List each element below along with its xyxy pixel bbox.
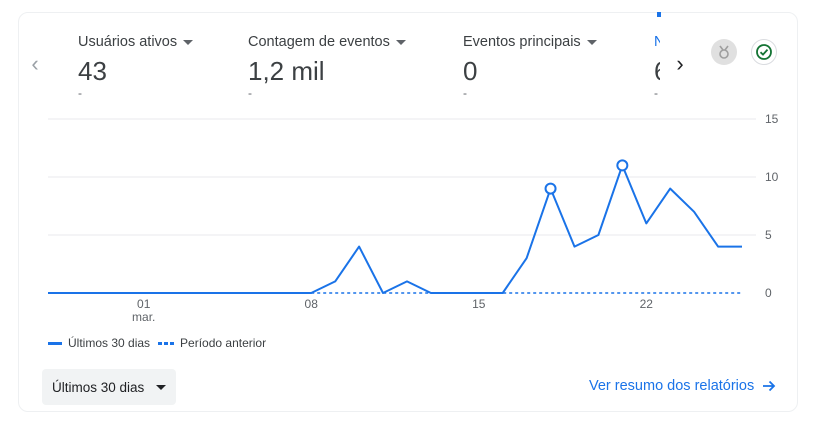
caret-down-icon: [395, 40, 406, 45]
legend-item-current: Últimos 30 dias: [48, 336, 150, 350]
metric-delta: -: [654, 86, 658, 100]
metric-accent-bar: [657, 12, 661, 17]
x-tick-label: 01: [137, 297, 151, 311]
metric-delta: -: [463, 86, 467, 100]
metric-label: Eventos principais: [463, 34, 597, 50]
metric-label: Usuários ativos: [78, 34, 194, 50]
data-point-marker: [616, 159, 629, 172]
y-tick-label: 15: [765, 112, 779, 126]
metric-label-text: Eventos principais: [463, 34, 581, 50]
x-tick-label: 08: [305, 297, 319, 311]
metric-value: 0: [463, 56, 478, 86]
metric-event-count[interactable]: Contagem de eventos 1,2 mil -: [248, 34, 406, 99]
check-circle-icon[interactable]: [751, 39, 777, 65]
metric-key-events[interactable]: Eventos principais 0 -: [463, 34, 597, 99]
check-glyph: [756, 44, 772, 60]
overview-card: [18, 12, 798, 412]
badge-glyph: [719, 45, 729, 59]
metric-value: 1,2 mil: [248, 56, 325, 86]
y-tick-label: 5: [765, 228, 772, 242]
chevron-left-icon[interactable]: ‹: [31, 51, 39, 76]
metric-delta: -: [78, 86, 82, 100]
date-range-label: Últimos 30 dias: [52, 379, 145, 395]
legend-label: Últimos 30 dias: [68, 336, 151, 350]
metric-label: N: [654, 34, 660, 50]
metric-label-text: Usuários ativos: [78, 34, 178, 50]
y-tick-label: 0: [765, 286, 772, 300]
x-tick-label: 15: [472, 297, 486, 311]
series-current-line: [48, 164, 742, 294]
caret-down-icon: [586, 40, 597, 45]
metric-partial[interactable]: N 6 -: [654, 34, 660, 99]
metric-label: Contagem de eventos: [248, 34, 406, 50]
legend-item-previous: Período anterior: [158, 336, 266, 350]
chevron-right-icon[interactable]: ›: [668, 50, 692, 78]
legend-swatch-dashed: [158, 341, 175, 345]
caret-down-icon: [156, 384, 166, 390]
insights-badge-icon[interactable]: [711, 39, 737, 65]
metric-active-users[interactable]: Usuários ativos 43 -: [78, 34, 194, 100]
caret-down-icon: [183, 40, 194, 45]
x-tick-label: 22: [640, 297, 654, 311]
x-tick-label: mar.: [132, 310, 155, 324]
date-range-select[interactable]: Últimos 30 dias: [42, 369, 176, 405]
metric-value: 6: [654, 56, 660, 87]
chart-legend: Últimos 30 dias Período anterior: [48, 336, 266, 350]
metric-tabs: Usuários ativos 43 - Contagem de eventos…: [78, 34, 660, 114]
legend-swatch-solid: [48, 341, 62, 345]
view-reports-label: Ver resumo dos relatórios: [589, 378, 755, 394]
arrow-right-icon: [763, 380, 776, 392]
metric-label-text: N: [654, 34, 660, 50]
metric-label-text: Contagem de eventos: [248, 34, 390, 50]
legend-label: Período anterior: [180, 336, 267, 350]
y-tick-label: 10: [765, 170, 779, 184]
metric-delta: -: [248, 86, 252, 100]
data-point-marker: [544, 182, 557, 195]
view-reports-link[interactable]: Ver resumo dos relatórios: [589, 378, 776, 394]
metric-value: 43: [78, 56, 107, 86]
